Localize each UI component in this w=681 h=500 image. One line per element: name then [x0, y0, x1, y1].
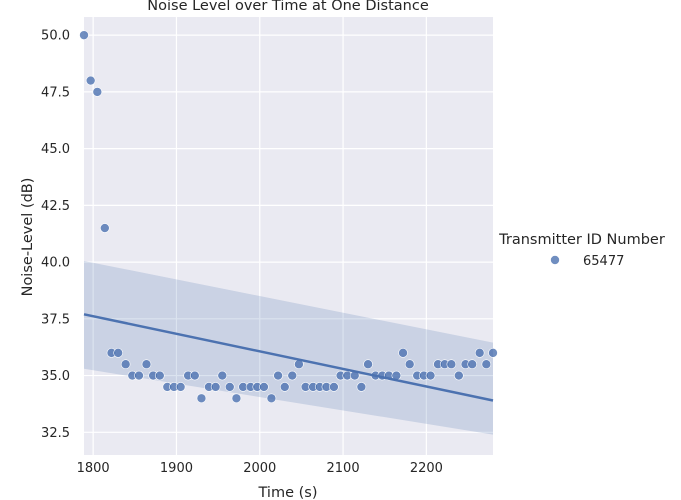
plot-area	[84, 17, 493, 455]
data-point	[481, 359, 492, 370]
legend-title: Transmitter ID Number	[498, 232, 665, 248]
y-tick-label: 45.0	[41, 142, 70, 157]
data-point	[196, 393, 207, 404]
data-point	[175, 382, 186, 392]
data-point	[273, 370, 283, 381]
data-point	[217, 370, 228, 381]
x-tick-label: 1900	[160, 461, 193, 476]
data-point	[474, 348, 485, 358]
data-point	[287, 370, 298, 381]
y-tick-labels: 32.5 35.0 37.5 40.0 42.5 45.0 47.5 50.0	[41, 29, 70, 441]
x-tick-label: 1800	[77, 461, 110, 476]
data-point	[467, 359, 477, 370]
data-point	[404, 359, 415, 370]
confidence-band	[84, 260, 493, 435]
data-point	[134, 370, 144, 381]
y-tick-label: 47.5	[41, 85, 70, 100]
data-point	[100, 223, 110, 233]
grid-lines	[84, 17, 493, 455]
x-tick-label: 2100	[327, 461, 360, 476]
x-tick-label: 2000	[243, 461, 276, 476]
y-axis-label: Noise-Level (dB)	[20, 178, 36, 297]
y-tick-label: 40.0	[41, 256, 70, 271]
data-point	[266, 393, 277, 404]
legend: Transmitter ID Number 65477	[498, 232, 665, 269]
data-point	[454, 370, 464, 381]
y-tick-label: 35.0	[41, 369, 70, 384]
data-point	[356, 382, 367, 392]
y-tick-label: 50.0	[41, 29, 70, 44]
data-point	[79, 30, 89, 40]
data-point	[155, 370, 165, 381]
legend-entry: 65477	[583, 254, 624, 269]
y-tick-label: 42.5	[41, 199, 70, 214]
y-tick-label: 37.5	[41, 312, 70, 327]
data-point	[210, 382, 221, 392]
data-points	[79, 30, 498, 404]
regression-line	[83, 313, 494, 402]
data-point	[92, 87, 103, 97]
data-point	[85, 75, 96, 86]
x-tick-labels: 1800 1900 2000 2100 2200	[77, 461, 443, 476]
data-point	[425, 370, 436, 381]
chart-title: Noise Level over Time at One Distance	[147, 0, 429, 14]
data-point	[224, 382, 235, 392]
legend-marker	[550, 255, 560, 265]
data-point	[113, 348, 123, 358]
data-point	[189, 370, 200, 381]
data-point	[120, 359, 131, 370]
y-tick-label: 32.5	[41, 426, 70, 441]
data-point	[329, 382, 339, 392]
data-point	[259, 382, 269, 392]
data-point	[363, 359, 373, 370]
data-point	[446, 359, 457, 370]
data-point	[231, 393, 242, 404]
data-point	[141, 359, 152, 370]
x-tick-label: 2200	[410, 461, 443, 476]
data-point	[488, 348, 498, 358]
x-axis-label: Time (s)	[258, 485, 318, 500]
data-point	[398, 348, 408, 358]
data-point	[279, 382, 290, 392]
